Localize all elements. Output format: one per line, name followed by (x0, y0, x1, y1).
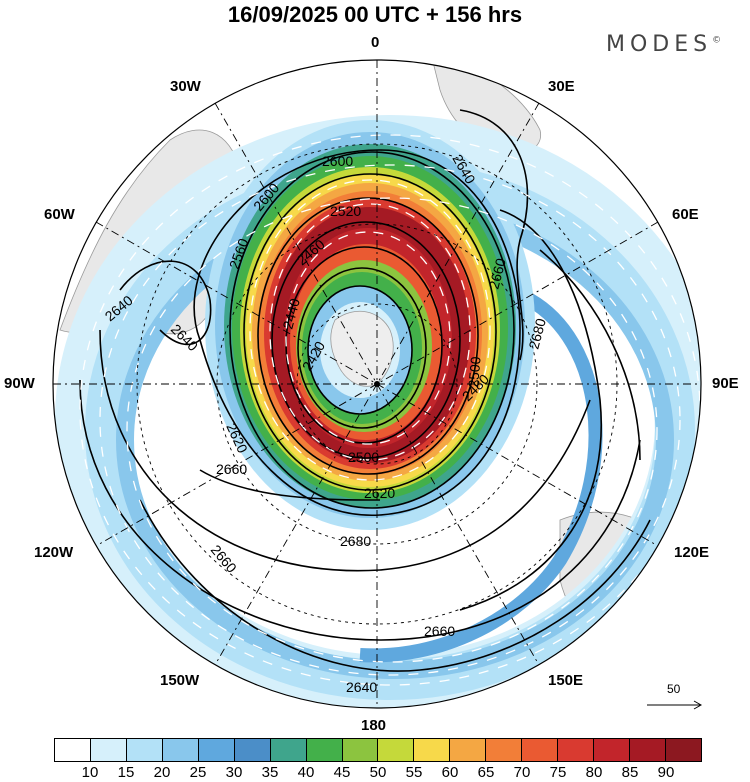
contour-label: 2680 (340, 533, 371, 549)
south-pole-marker (374, 381, 380, 387)
contour-label: 2660 (216, 461, 247, 477)
lon-label-120w: 120W (34, 544, 74, 561)
colorbar-cell (594, 739, 630, 761)
wind-band-30 (359, 293, 603, 663)
contour-label: 2600 (322, 153, 353, 169)
reference-vector-label: 50 (667, 682, 681, 696)
colorbar-tick-label: 20 (153, 764, 171, 781)
contour-label: 2440 (279, 296, 303, 330)
colorbar-cell (306, 739, 343, 761)
height-contours (79, 109, 651, 672)
colorbar-cell (198, 739, 235, 761)
colorbar-tick-label: 60 (441, 764, 459, 781)
colorbar-cell (234, 739, 271, 761)
colorbar-tick-label: 90 (657, 764, 675, 781)
colorbar-tick-label: 25 (189, 764, 207, 781)
contour-label: 2660 (424, 623, 455, 639)
contour-label: 2640 (346, 679, 377, 695)
colorbar-cell (665, 739, 701, 761)
lon-label-120e: 120E (674, 544, 710, 561)
colorbar-tick-label: 35 (261, 764, 279, 781)
lon-label-60w: 60W (44, 206, 75, 223)
colorbar-tick-label: 15 (117, 764, 135, 781)
colorbar-tick-label: 45 (333, 764, 351, 781)
contour-label: 2500 (348, 449, 379, 465)
lon-label-90e: 90E (712, 375, 739, 392)
colorbar-tick-label: 50 (369, 764, 387, 781)
lon-label-180: 180 (361, 717, 387, 734)
colorbar-cell (126, 739, 163, 761)
wind-speed-colorbar (54, 738, 702, 762)
copyright-mark: © (712, 35, 722, 46)
colorbar-cell (486, 739, 523, 761)
colorbar-cell (270, 739, 307, 761)
lon-label-0: 0 (371, 34, 380, 51)
colorbar-tick-label: 80 (585, 764, 603, 781)
colorbar-cell (342, 739, 379, 761)
colorbar-tick-label: 85 (621, 764, 639, 781)
contour-label: 2660 (208, 542, 240, 576)
colorbar-cell (378, 739, 415, 761)
colorbar-tick-label: 70 (513, 764, 531, 781)
contour-label: 2520 (330, 203, 361, 219)
modes-logo: MODES© (606, 32, 721, 57)
lon-label-150e: 150E (548, 672, 584, 689)
lon-label-150w: 150W (160, 672, 200, 689)
map-title: 16/09/2025 00 UTC + 156 hrs (227, 2, 523, 27)
contour-label: 2500 (465, 356, 484, 389)
contour-label: 2680 (525, 316, 549, 350)
colorbar-tick-label: 55 (405, 764, 423, 781)
colorbar-tick-label: 40 (297, 764, 315, 781)
colorbar-cell (414, 739, 451, 761)
colorbar-cell (450, 739, 487, 761)
lon-label-60e: 60E (672, 206, 699, 223)
brand-text: MODES (606, 32, 713, 57)
colorbar-tick-label: 30 (225, 764, 243, 781)
colorbar-cell (162, 739, 199, 761)
lon-label-30w: 30W (170, 78, 201, 95)
colorbar-tick-label: 10 (81, 764, 99, 781)
colorbar-cell (630, 739, 666, 761)
colorbar-tick-label: 65 (477, 764, 495, 781)
contour-label: 2620 (364, 485, 395, 501)
lon-label-30e: 30E (548, 78, 575, 95)
lon-label-90w: 90W (4, 375, 35, 392)
map-boundary (52, 59, 702, 709)
contour-label: 2660 (485, 256, 509, 290)
colorbar-cell (55, 739, 91, 761)
colorbar-cell (558, 739, 595, 761)
colorbar-cell (522, 739, 559, 761)
colorbar-tick-label: 75 (549, 764, 567, 781)
colorbar-cell (90, 739, 127, 761)
